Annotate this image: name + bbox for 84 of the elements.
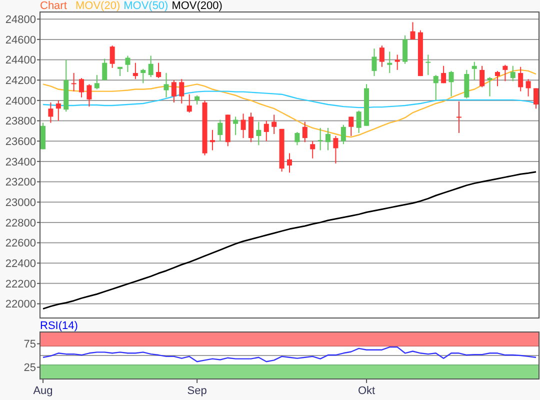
line-series <box>42 171 537 310</box>
candlestick <box>394 54 400 70</box>
chart-title: RSI(14) <box>40 320 78 332</box>
y-tick-label: 23800 <box>5 116 36 128</box>
candlestick <box>464 69 470 99</box>
candlestick <box>125 55 130 72</box>
candlestick <box>472 61 477 81</box>
candlestick <box>387 51 392 74</box>
y-tick-label: 75 <box>24 338 36 351</box>
y-tick-label: 25 <box>24 362 36 374</box>
candlestick <box>494 70 500 87</box>
candlestick <box>333 136 338 164</box>
candlestick <box>294 131 300 146</box>
y-tick-label: 23600 <box>5 136 36 148</box>
line-series <box>42 346 537 362</box>
candlestick <box>148 55 154 78</box>
candlestick <box>402 34 408 64</box>
candlestick <box>302 121 308 143</box>
candlestick <box>256 121 262 146</box>
chart-title: Chart <box>40 0 67 12</box>
candlestick <box>426 54 431 76</box>
candlestick <box>140 68 146 84</box>
text: MOV(20) <box>76 0 120 12</box>
y-tick-label: 22600 <box>5 238 36 250</box>
y-tick-label: 22200 <box>5 278 36 290</box>
candlestick <box>156 62 162 79</box>
candlestick <box>410 22 416 40</box>
candlestick <box>518 66 524 92</box>
candlestick <box>132 62 138 80</box>
candlestick <box>56 100 61 122</box>
candlestick <box>534 88 538 110</box>
y-tick-label: 24800 <box>5 14 36 26</box>
candlestick <box>210 129 215 151</box>
text: MOV(200) <box>172 0 222 12</box>
candlestick <box>171 80 176 103</box>
y-tick-label: 23000 <box>5 196 36 209</box>
candlestick <box>86 84 92 108</box>
candlestick <box>48 102 54 124</box>
candlestick <box>340 124 346 145</box>
candlestick <box>379 45 384 68</box>
candlestick <box>94 74 100 90</box>
y-tick-label: 24600 <box>5 34 36 46</box>
candlestick <box>480 65 485 88</box>
candlestick <box>318 127 323 151</box>
candlestick <box>456 100 462 134</box>
x-tick-label: Okt <box>358 385 376 397</box>
candlestick <box>233 116 238 136</box>
candlestick <box>510 65 516 82</box>
y-tick-label: 22800 <box>5 217 36 230</box>
candlestick <box>372 48 377 77</box>
x-tick-label: Sep <box>187 385 207 397</box>
y-tick-label: 22400 <box>5 258 36 270</box>
candlestick <box>248 112 254 143</box>
candlestick <box>448 70 454 97</box>
candlestick <box>194 94 200 106</box>
y-tick-label: 22000 <box>5 298 36 311</box>
text: MOV(50) <box>124 0 168 12</box>
candlestick <box>71 72 76 92</box>
candlestick <box>164 72 169 98</box>
candlestick <box>264 120 269 142</box>
candlestick <box>218 119 223 142</box>
y-tick-label: 24000 <box>5 95 36 108</box>
y-tick-label: 24400 <box>5 54 36 67</box>
candlestick <box>186 94 192 114</box>
candlestick <box>79 78 84 98</box>
candlestick <box>272 114 277 134</box>
candlestick <box>326 127 331 151</box>
y-tick-label: 23200 <box>5 176 36 189</box>
y-tick-label: 24200 <box>5 74 36 87</box>
candlestick <box>348 116 354 137</box>
candlestick <box>179 78 184 104</box>
candlestick <box>240 113 246 139</box>
candlestick <box>526 78 531 97</box>
x-tick-label: Aug <box>33 385 53 397</box>
candlestick <box>110 45 115 68</box>
candlestick <box>287 152 292 174</box>
candlestick <box>310 140 316 159</box>
candlestick <box>502 64 508 82</box>
y-tick-label: 23400 <box>5 156 36 168</box>
candlestick <box>487 76 492 97</box>
candlestick <box>356 110 362 134</box>
candlestick <box>433 74 438 101</box>
candlestick <box>441 65 446 84</box>
candlestick <box>102 58 108 81</box>
